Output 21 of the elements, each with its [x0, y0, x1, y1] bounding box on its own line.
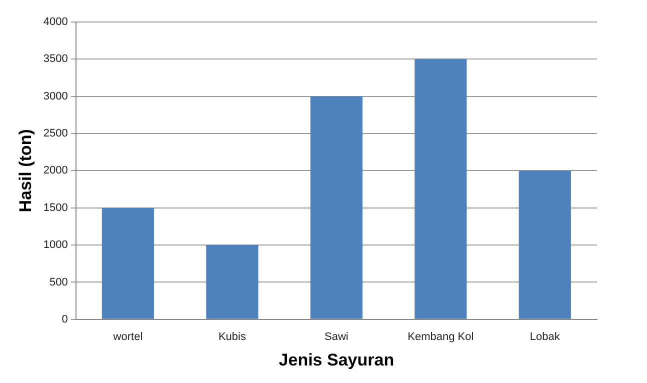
y-tick-label: 2500	[43, 128, 68, 140]
y-tick-label: 3000	[43, 90, 68, 102]
x-tick-label: wortel	[112, 331, 143, 344]
y-axis-title: Hasil (ton)	[16, 129, 35, 212]
bar	[414, 59, 467, 319]
bar	[518, 170, 571, 319]
x-tick-label: Kembang Kol	[408, 331, 474, 344]
x-tick-label: Sawi	[324, 331, 348, 344]
y-tick-label: 3500	[43, 53, 68, 66]
bar	[102, 208, 154, 319]
x-tick-label: Lobak	[530, 331, 560, 344]
bar	[310, 96, 362, 319]
y-tick-label: 4000	[43, 16, 68, 28]
y-tick-label: 0	[62, 313, 68, 326]
y-tick-label: 2000	[43, 164, 68, 177]
x-axis-title: Jenis Sayuran	[278, 350, 394, 370]
y-tick-label: 1000	[43, 239, 68, 252]
y-tick-label: 500	[50, 276, 68, 288]
bar	[206, 245, 258, 319]
y-tick-label: 1500	[43, 202, 68, 214]
x-tick-label: Kubis	[218, 331, 246, 344]
